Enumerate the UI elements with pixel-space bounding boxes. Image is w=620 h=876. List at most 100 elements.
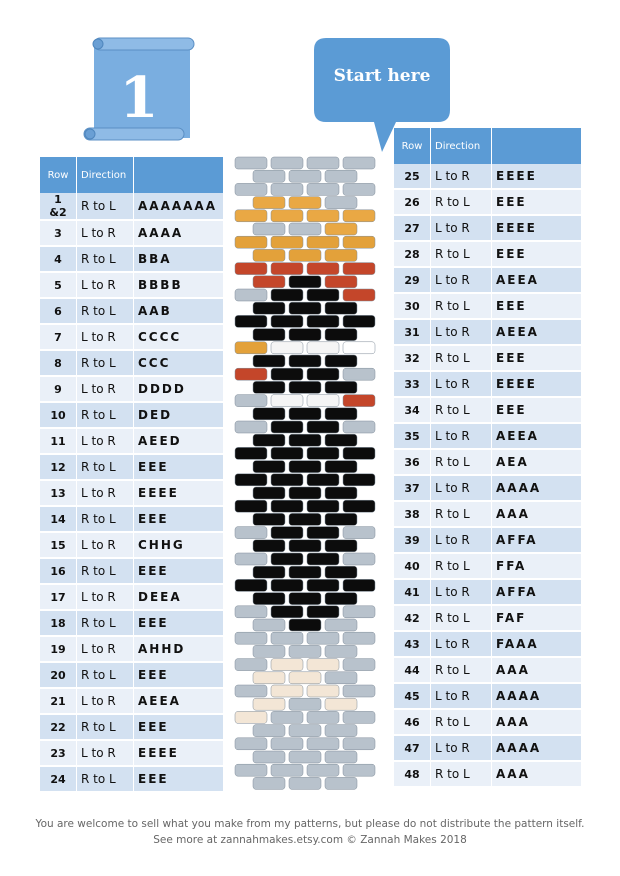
bead [252, 592, 286, 605]
row-direction: L to R [77, 585, 134, 611]
row-direction: L to R [431, 580, 492, 606]
row-number: 10 [40, 403, 77, 429]
footer: You are welcome to sell what you make fr… [0, 816, 620, 848]
bead [270, 552, 304, 566]
bead [306, 447, 340, 460]
bead [252, 724, 286, 737]
table-row: 1 &2 R to L AAAAAAA [40, 193, 224, 221]
row-sequence: EEE [134, 715, 224, 741]
row-sequence: CHHG [134, 533, 224, 559]
row-sequence: FFA [492, 554, 582, 580]
row-direction: R to L [77, 715, 134, 741]
footer-notice: You are welcome to sell what you make fr… [35, 818, 585, 830]
bead [288, 354, 322, 368]
bead [342, 262, 376, 275]
row-sequence: AAA [492, 502, 582, 528]
bead [288, 724, 322, 737]
bead [234, 763, 268, 777]
bead [288, 433, 322, 447]
row-direction: L to R [431, 736, 492, 762]
row-sequence: EEE [492, 294, 582, 320]
bead [288, 565, 322, 579]
row-direction: L to R [431, 684, 492, 710]
row-direction: R to L [431, 398, 492, 424]
table-row: 23 L to R EEEE [40, 741, 224, 767]
row-sequence: AAAA [492, 476, 582, 502]
row-direction: L to R [77, 741, 134, 767]
bead [252, 407, 286, 421]
table-row: 38 R to L AAA [394, 502, 582, 528]
row-direction: L to R [77, 689, 134, 715]
row-direction: L to R [77, 481, 134, 507]
row-direction: L to R [431, 268, 492, 294]
row-number: 41 [394, 580, 431, 606]
bead [324, 539, 358, 553]
bead [342, 183, 376, 196]
row-number: 38 [394, 502, 431, 528]
bead [252, 750, 286, 764]
bead [270, 605, 304, 619]
row-sequence: CCCC [134, 325, 224, 351]
row-sequence: EEE [134, 559, 224, 585]
footer-credit: See more at zannahmakes.etsy.com © Zanna… [153, 834, 467, 846]
bead [234, 288, 268, 302]
bead [306, 658, 340, 671]
bead [270, 499, 304, 513]
table-row: 27 L to R EEEE [394, 216, 582, 242]
row-number: 37 [394, 476, 431, 502]
row-sequence: EEEE [492, 164, 582, 190]
row-direction: R to L [431, 502, 492, 528]
row-direction: R to L [431, 242, 492, 268]
bead [324, 328, 358, 341]
row-sequence: AAAA [492, 736, 582, 762]
bead [342, 367, 376, 381]
row-number: 42 [394, 606, 431, 632]
bead [342, 473, 376, 487]
row-number: 13 [40, 481, 77, 507]
bead [306, 183, 340, 196]
bead [234, 737, 268, 751]
bead [234, 684, 268, 698]
row-direction: R to L [77, 767, 134, 793]
row-number: 25 [394, 164, 431, 190]
row-number: 4 [40, 247, 77, 273]
row-number: 22 [40, 715, 77, 741]
speech-bubble-shape [314, 38, 450, 152]
row-sequence: BBA [134, 247, 224, 273]
row-direction: R to L [431, 294, 492, 320]
pattern-table-left: Row Direction 1 &2 R to L AAAAAAA 3 L to R AA… [40, 157, 224, 793]
bead [270, 235, 304, 249]
bead [288, 381, 322, 394]
bead [324, 169, 358, 183]
bead [306, 763, 340, 777]
bead [306, 315, 340, 328]
row-sequence: DEEA [134, 585, 224, 611]
bead [270, 473, 304, 487]
bead [306, 420, 340, 434]
row-direction: R to L [77, 351, 134, 377]
row-number: 23 [40, 741, 77, 767]
table-row: 31 L to R AEEA [394, 320, 582, 346]
table-row: 11 L to R AEED [40, 429, 224, 455]
bead [270, 631, 304, 645]
row-sequence: AFFA [492, 580, 582, 606]
row-number: 21 [40, 689, 77, 715]
row-direction: R to L [431, 450, 492, 476]
bead [252, 222, 286, 236]
bead [288, 592, 322, 605]
bead [342, 420, 376, 434]
bead [270, 447, 304, 460]
bead [306, 684, 340, 698]
pattern-number: 1 [119, 65, 159, 131]
bead [288, 407, 322, 421]
bead [288, 301, 322, 315]
row-number: 48 [394, 762, 431, 788]
bead-pattern [234, 156, 376, 790]
row-sequence: AAB [134, 299, 224, 325]
table-row: 25 L to R EEEE [394, 164, 582, 190]
bead [252, 618, 286, 632]
